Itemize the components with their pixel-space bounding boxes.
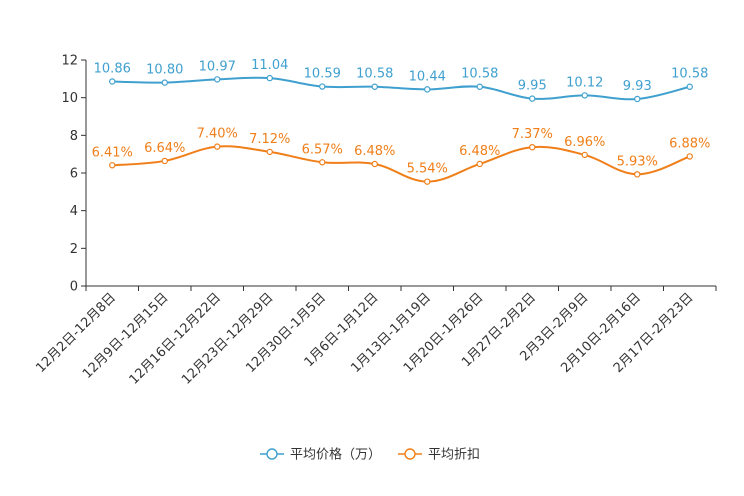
axes: 02468101212月2日-12月8日12月9日-12月15日12月16日-1… xyxy=(33,54,717,388)
data-point xyxy=(529,95,536,102)
data-label: 10.44 xyxy=(409,69,446,84)
data-label: 10.80 xyxy=(146,63,183,78)
data-label: 5.54% xyxy=(407,162,448,177)
data-point xyxy=(371,83,378,90)
y-tick-label: 6 xyxy=(70,167,78,182)
data-point xyxy=(424,178,431,185)
legend-label: 平均价格（万） xyxy=(290,447,381,463)
data-point xyxy=(686,83,693,90)
series-2: 6.41% 6.64% 7.40% 7.12% 6.57% 6.48% 5.54% 6.48%… xyxy=(92,127,710,185)
y-tick-label: 4 xyxy=(70,204,78,219)
data-label: 6.96% xyxy=(564,135,605,150)
data-point xyxy=(109,162,116,169)
legend-marker xyxy=(266,448,278,460)
legend-marker xyxy=(404,448,416,460)
data-point xyxy=(634,171,641,178)
y-tick-label: 0 xyxy=(70,280,78,295)
data-label: 9.95 xyxy=(518,79,547,94)
data-label: 9.93 xyxy=(623,79,652,94)
x-tick-label: 12月23日-12月29日 xyxy=(179,290,276,387)
data-point xyxy=(214,76,221,83)
data-point xyxy=(581,151,588,159)
data-label: 7.37% xyxy=(512,127,553,142)
data-label: 10.97 xyxy=(199,59,236,74)
data-label: 6.57% xyxy=(302,142,343,157)
data-label: 6.41% xyxy=(92,145,133,160)
data-label: 6.64% xyxy=(144,141,185,156)
y-tick-label: 10 xyxy=(61,91,78,106)
data-label: 10.86 xyxy=(94,61,131,76)
data-label: 6.48% xyxy=(354,144,395,159)
data-label: 11.04 xyxy=(251,58,288,73)
y-tick-label: 2 xyxy=(70,242,78,257)
x-tick-label: 12月16日-12月22日 xyxy=(127,290,224,387)
data-point xyxy=(214,143,221,150)
data-point xyxy=(161,157,168,165)
y-tick-label: 12 xyxy=(61,54,78,69)
data-point xyxy=(686,153,693,160)
y-tick-label: 8 xyxy=(70,129,78,144)
legend-label: 平均折扣 xyxy=(428,448,480,463)
data-label: 10.12 xyxy=(566,75,603,90)
data-point xyxy=(581,92,588,99)
data-point xyxy=(476,83,483,90)
data-label: 7.40% xyxy=(197,127,238,142)
data-point xyxy=(161,79,168,86)
legend-item-2: 平均折扣 xyxy=(398,448,480,463)
data-point xyxy=(634,95,641,103)
data-label: 10.58 xyxy=(356,67,393,82)
data-label: 10.59 xyxy=(304,67,341,82)
data-point xyxy=(319,83,326,90)
legend-item-1: 平均价格（万） xyxy=(260,447,381,463)
data-point xyxy=(529,143,536,151)
series-line xyxy=(112,76,690,101)
data-point xyxy=(319,159,326,166)
legend: 平均价格（万） 平均折扣 xyxy=(260,447,480,463)
series-1: 10.86 10.80 10.97 11.04 10.59 10.58 10.44 10.58… xyxy=(94,58,708,103)
data-label: 6.48% xyxy=(459,144,500,159)
data-label: 6.88% xyxy=(669,136,710,151)
data-point xyxy=(424,86,431,93)
data-label: 7.12% xyxy=(249,132,290,147)
series-layer: 10.86 10.80 10.97 11.04 10.59 10.58 10.44 10.58… xyxy=(92,58,710,185)
data-point xyxy=(266,74,273,82)
data-label: 5.93% xyxy=(617,154,658,169)
data-point xyxy=(266,148,273,156)
data-label: 10.58 xyxy=(671,67,708,82)
data-label: 10.58 xyxy=(461,67,498,82)
series-line xyxy=(112,145,691,183)
data-point xyxy=(371,160,378,168)
data-point xyxy=(109,78,116,85)
data-point xyxy=(476,160,483,168)
